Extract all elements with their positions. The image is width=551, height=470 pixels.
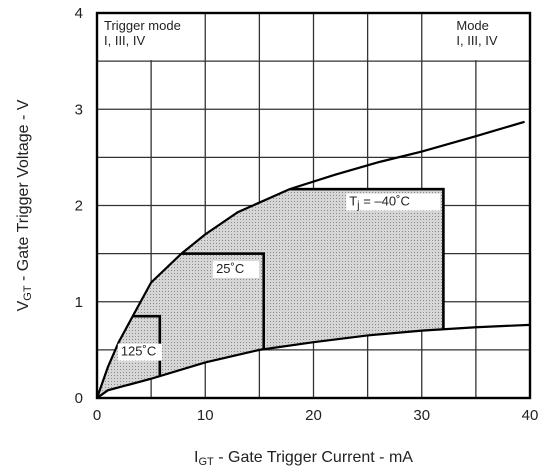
curve bbox=[95, 120, 525, 399]
subscript: GT bbox=[199, 456, 215, 468]
subscript: j bbox=[356, 200, 359, 212]
curve bbox=[96, 323, 531, 399]
text-part: T bbox=[349, 194, 357, 209]
x-tick-label: 20 bbox=[305, 407, 322, 424]
annotation-box bbox=[449, 14, 529, 61]
text-part: = –40˚C bbox=[360, 194, 410, 209]
x-tick-label: 40 bbox=[522, 407, 539, 424]
y-tick-label: 4 bbox=[75, 5, 83, 22]
annotation-box bbox=[98, 14, 205, 61]
region-label: Tj = –40˚C bbox=[349, 194, 410, 212]
label-box bbox=[117, 343, 162, 361]
text-part: 125˚C bbox=[121, 344, 156, 359]
plot-border bbox=[95, 11, 532, 400]
x-tick-label: 0 bbox=[93, 407, 101, 424]
text-part: - Gate Trigger Current - mA bbox=[214, 449, 413, 466]
annotation-text: Trigger mode bbox=[104, 18, 181, 33]
label-box bbox=[213, 260, 260, 278]
text-part: V bbox=[15, 300, 32, 311]
x-tick-label: 30 bbox=[413, 407, 430, 424]
y-tick-label: 0 bbox=[75, 390, 83, 407]
annotation-text: Mode bbox=[456, 18, 489, 33]
label-box bbox=[346, 193, 441, 211]
annotation-text: I, III, IV bbox=[104, 33, 146, 48]
y-tick-label: 2 bbox=[75, 198, 83, 215]
y-tick-label: 3 bbox=[75, 101, 83, 118]
annotation-text: I, III, IV bbox=[456, 33, 498, 48]
x-axis-title: IGT - Gate Trigger Current - mA bbox=[194, 449, 413, 468]
region-label: 125˚C bbox=[121, 344, 156, 359]
y-axis-title: VGT - Gate Trigger Voltage - V bbox=[15, 99, 34, 311]
text-part: I bbox=[194, 449, 198, 466]
text-part: - Gate Trigger Voltage - V bbox=[15, 99, 32, 285]
region-label: 25˚C bbox=[216, 261, 244, 276]
text-part: 25˚C bbox=[216, 261, 244, 276]
subscript: GT bbox=[22, 285, 34, 301]
x-tick-label: 10 bbox=[197, 407, 214, 424]
y-tick-label: 1 bbox=[75, 294, 83, 311]
